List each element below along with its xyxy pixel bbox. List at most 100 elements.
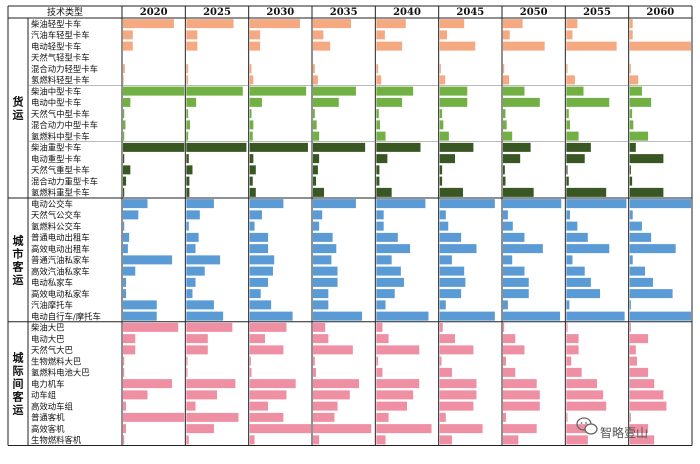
year-label: 2020 — [140, 7, 168, 18]
bar — [439, 300, 446, 310]
bar — [566, 322, 568, 332]
row-label: 柴油中型卡车 — [31, 86, 81, 96]
bar — [249, 142, 308, 152]
bar — [566, 412, 568, 422]
bar — [313, 277, 338, 287]
bar — [249, 401, 269, 411]
year-label: 2040 — [393, 7, 421, 18]
bar — [313, 334, 329, 344]
bar — [439, 255, 452, 265]
row-label: 普通客机 — [31, 413, 65, 423]
bar — [186, 30, 198, 40]
bar — [503, 379, 537, 389]
bar — [629, 120, 634, 130]
bar — [629, 266, 645, 276]
bar — [123, 232, 130, 242]
bar — [313, 176, 317, 186]
bar — [629, 41, 691, 51]
row-label: 电力机车 — [31, 379, 65, 389]
row-label: 汽油车轻型卡车 — [31, 30, 90, 40]
row-label: 普通汽油私家车 — [31, 255, 90, 265]
row-label: 混合动力重型卡车 — [31, 176, 98, 186]
bar — [313, 86, 356, 96]
bar — [439, 165, 443, 175]
bar — [439, 97, 468, 107]
bar — [249, 165, 256, 175]
bar — [629, 131, 649, 141]
bar — [123, 390, 148, 400]
bar — [629, 424, 649, 434]
bar — [503, 86, 525, 96]
bar — [629, 356, 638, 366]
bar — [186, 390, 217, 400]
bar — [313, 255, 332, 265]
bar — [249, 232, 269, 242]
bar — [186, 424, 214, 434]
bar — [439, 232, 462, 242]
bar — [249, 64, 252, 74]
bar — [376, 19, 406, 29]
bar — [123, 187, 125, 197]
bar — [566, 199, 627, 209]
bar — [186, 244, 196, 254]
bar — [313, 424, 372, 434]
bar — [439, 131, 449, 141]
bar — [376, 435, 386, 445]
bar — [566, 30, 573, 40]
bar — [503, 75, 510, 85]
bar — [123, 41, 133, 51]
bar — [249, 390, 287, 400]
bar — [439, 345, 474, 355]
bar — [186, 367, 188, 377]
bar — [249, 379, 296, 389]
header-label: 技术类型 — [47, 6, 83, 18]
bar — [566, 131, 579, 141]
bar — [439, 120, 444, 130]
bar — [313, 300, 329, 310]
bar — [249, 367, 252, 377]
row-label: 柴油轻型卡车 — [31, 19, 81, 29]
bar — [186, 412, 239, 422]
bar — [313, 311, 363, 321]
bar — [249, 322, 287, 332]
row-label: 天然气重型卡车 — [31, 165, 90, 175]
row-label: 氢燃料公交车 — [31, 221, 81, 231]
bar — [376, 41, 403, 51]
bar — [186, 187, 190, 197]
bar — [123, 277, 127, 287]
bar — [186, 199, 214, 209]
bar — [629, 165, 631, 175]
row-label: 电动自行车/摩托车 — [31, 311, 101, 321]
bar — [313, 356, 315, 366]
bar — [629, 64, 631, 74]
bar — [186, 41, 198, 51]
bar — [439, 412, 446, 422]
bar — [439, 244, 477, 254]
bar — [503, 289, 529, 299]
bar — [439, 289, 462, 299]
row-label: 高效动车组 — [31, 401, 73, 411]
bar — [123, 424, 127, 434]
bar — [249, 334, 265, 344]
year-label: 2035 — [330, 7, 358, 18]
bar — [186, 221, 189, 231]
bar — [313, 322, 326, 332]
bar — [123, 97, 131, 107]
bar — [503, 187, 534, 197]
year-label: 2060 — [646, 7, 674, 18]
year-label: 2055 — [583, 7, 611, 18]
bar — [123, 165, 131, 175]
bar — [249, 176, 253, 186]
bar — [503, 255, 513, 265]
bar — [376, 120, 381, 130]
bar — [376, 64, 379, 74]
year-label: 2030 — [266, 7, 294, 18]
bar — [186, 266, 205, 276]
bar — [313, 266, 338, 276]
bar — [439, 187, 463, 197]
bar — [123, 266, 136, 276]
bar — [123, 435, 125, 445]
bar — [503, 131, 513, 141]
bar — [249, 75, 254, 85]
row-label: 天然气中型卡车 — [31, 109, 90, 119]
